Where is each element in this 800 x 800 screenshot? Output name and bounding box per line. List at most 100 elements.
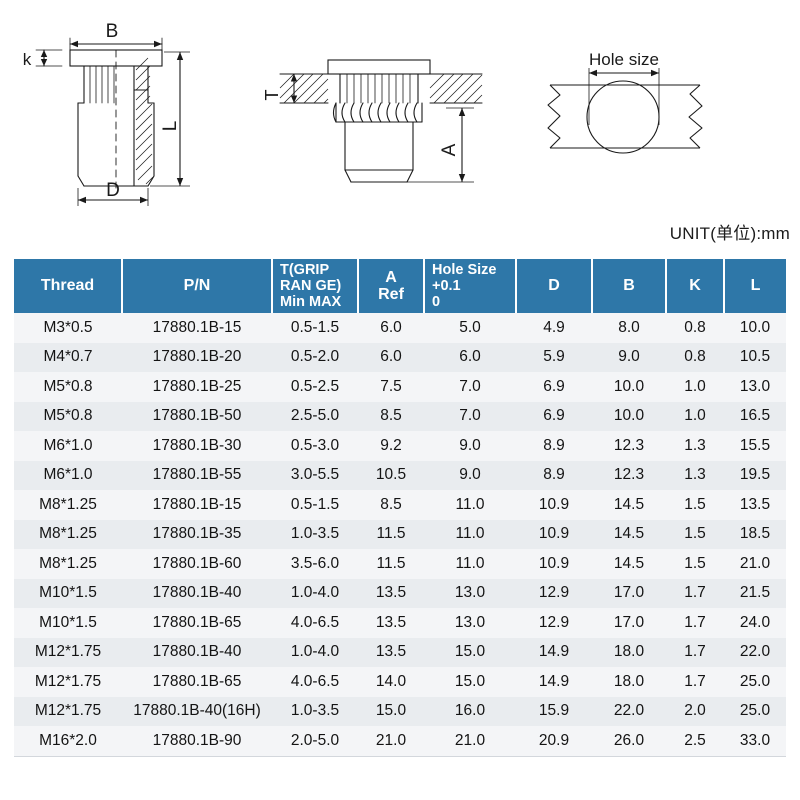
cell-a: 15.0 [375, 702, 407, 720]
cell-k: 1.7 [684, 672, 706, 690]
cell-pn: 17880.1B-30 [152, 436, 242, 454]
cell-d: 10.9 [538, 495, 570, 513]
cell-k: 1.0 [684, 407, 706, 425]
cell-b: 12.3 [613, 466, 645, 484]
cell-pn: 17880.1B-90 [122, 726, 272, 757]
column-header-pn: P/N [122, 259, 273, 313]
cell-l: 24.0 [739, 613, 771, 631]
cell-thread: M10*1.5 [39, 584, 97, 602]
cell-pn: 17880.1B-65 [152, 672, 242, 690]
cell-a: 6.0 [380, 318, 402, 336]
cell-k: 1.3 [684, 436, 706, 454]
dimension-label-a: A [439, 143, 460, 156]
cell-b: 10.0 [613, 377, 645, 395]
cell-d: 10.9 [538, 525, 570, 543]
column-header-l: L [724, 259, 786, 313]
cell-d: 14.9 [538, 672, 570, 690]
cell-b: 17.0 [613, 584, 645, 602]
cell-t: 0.5-2.5 [290, 377, 340, 395]
cell-a: 9.2 [380, 436, 402, 454]
specification-table-container: Thread P/N T(GRIP RAN GE) Min MAX A Ref Hole Si… [14, 259, 786, 757]
cell-thread: M12*1.75 [34, 672, 102, 690]
column-header-thread: Thread [14, 259, 123, 313]
drawing-installed-cross-section: T A [250, 0, 515, 215]
cell-l: 21.0 [739, 554, 771, 572]
cell-thread: M3*0.5 [43, 318, 93, 336]
cell-thread: M6*1.0 [43, 436, 93, 454]
cell-b: 10.0 [613, 407, 645, 425]
cell-k: 0.8 [684, 318, 706, 336]
column-header-line: D [548, 277, 560, 295]
cell-b: 22.0 [613, 702, 645, 720]
column-header-line: RAN GE) [280, 277, 342, 294]
cell-t: 0.5-1.5 [290, 318, 340, 336]
cell-pn: 17880.1B-35 [152, 525, 242, 543]
cell-k: 1.7 [684, 613, 706, 631]
column-header-line: P/N [183, 277, 211, 295]
cell-b: 17.0 [613, 613, 645, 631]
cell-l: 18.5 [739, 525, 771, 543]
cell-b: 14.5 [613, 495, 645, 513]
cell-d: 8.9 [543, 466, 565, 484]
cell-l: 22.0 [739, 643, 771, 661]
cell-t: 3.5-6.0 [290, 554, 340, 572]
cell-pn: 17880.1B-40 [152, 643, 242, 661]
cell-a: 10.5 [375, 466, 407, 484]
cell-thread: M5*0.8 [43, 377, 93, 395]
column-header-line: B [623, 277, 635, 295]
cell-b: 14.5 [613, 554, 645, 572]
cell-a: 13.5 [375, 584, 407, 602]
cell-d: 12.9 [538, 613, 570, 631]
cell-l: 15.5 [739, 436, 771, 454]
cell-a: 8.5 [380, 407, 402, 425]
table-row: M5*0.8 17880.1B-50 2.5-5.0 8.5 7.0 6.9 10.0 1.0… [14, 401, 786, 431]
cell-k: 1.7 [684, 643, 706, 661]
table-row: M6*1.0 17880.1B-30 0.5-3.0 9.2 9.0 8.9 12.3 1.3… [14, 431, 786, 461]
cell-hole: 11.0 [455, 495, 485, 513]
cell-pn: 17880.1B-60 [152, 554, 242, 572]
cell-a: 11.5 [376, 554, 406, 572]
cell-t: 4.0-6.5 [290, 672, 340, 690]
table-row: M5*0.8 17880.1B-25 0.5-2.5 7.5 7.0 6.9 10.0 1.0… [14, 372, 786, 402]
cell-k: 2.5 [666, 726, 724, 757]
cell-pn: 17880.1B-15 [152, 495, 242, 513]
cell-hole: 5.0 [459, 318, 481, 336]
dimension-label-d: D [106, 180, 120, 201]
cell-thread: M8*1.25 [39, 495, 97, 513]
cell-hole: 21.0 [424, 726, 516, 757]
cell-a: 6.0 [380, 348, 402, 366]
cell-l: 10.0 [739, 318, 771, 336]
cell-pn: 17880.1B-40 [152, 584, 242, 602]
cell-hole: 11.0 [455, 525, 485, 543]
table-row: M12*1.75 17880.1B-40(16H) 1.0-3.5 15.0 16.0 1… [14, 696, 786, 726]
technical-drawings: B k L D [0, 0, 800, 215]
cell-a: 14.0 [375, 672, 407, 690]
cell-t: 3.0-5.5 [290, 466, 340, 484]
cell-t: 1.0-4.0 [290, 643, 340, 661]
dimension-label-k: k [23, 50, 32, 69]
column-header-line: Hole Size [432, 261, 497, 278]
cell-b: 18.0 [613, 643, 645, 661]
drawing-flange-cross-section: B k L D [0, 0, 255, 215]
column-header-line: A [385, 268, 397, 286]
cell-pn: 17880.1B-55 [152, 466, 242, 484]
table-row: M10*1.5 17880.1B-40 1.0-4.0 13.5 13.0 12.9 17.… [14, 578, 786, 608]
cell-thread: M12*1.75 [34, 702, 102, 720]
cell-t: 1.0-4.0 [290, 584, 340, 602]
column-header-line: +0.1 [432, 277, 461, 294]
column-header-b: B [592, 259, 667, 313]
cell-d: 10.9 [538, 554, 570, 572]
cell-hole: 15.0 [454, 672, 486, 690]
cell-hole: 7.0 [459, 407, 481, 425]
cell-l: 16.5 [739, 407, 771, 425]
cell-d: 4.9 [543, 318, 565, 336]
unit-note: UNIT(单位):mm [669, 224, 790, 243]
table-row: M8*1.25 17880.1B-15 0.5-1.5 8.5 11.0 10.9 14.5… [14, 490, 786, 520]
column-header-hole: Hole Size +0.1 0 [424, 259, 517, 313]
column-header-line: 0 [432, 294, 441, 311]
cell-b: 14.5 [613, 525, 645, 543]
column-header-a: A Ref [358, 259, 425, 313]
cell-l: 13.5 [739, 495, 771, 513]
cell-k: 2.0 [684, 702, 706, 720]
cell-a: 11.5 [376, 525, 406, 543]
